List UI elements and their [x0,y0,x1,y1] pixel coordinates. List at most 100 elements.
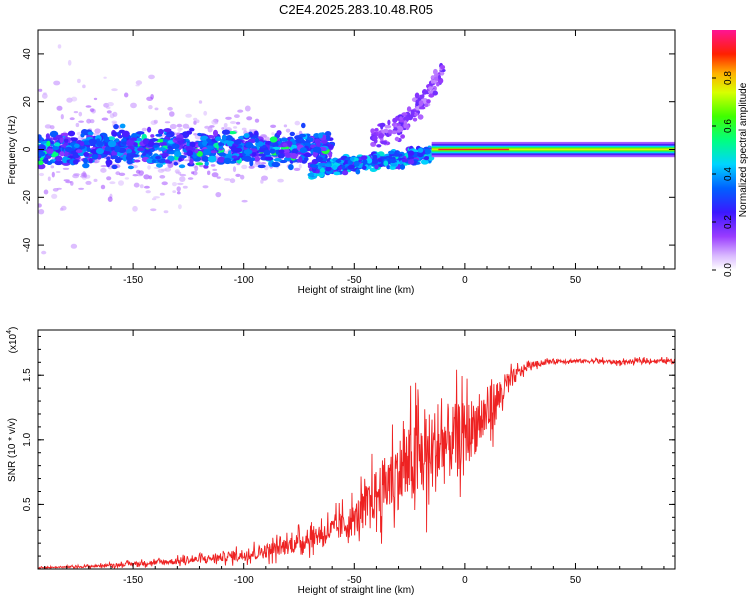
x-tick-label: 0 [462,575,468,586]
track-blob [83,152,90,157]
lower-track-blob [347,164,355,170]
snr-multiplier-exp: 4 [6,330,13,334]
track-blob [263,149,271,156]
noise-blob [212,168,218,171]
track-blob [217,156,226,163]
colorbar-tick-label: 0.2 [723,215,734,229]
track-blob [111,164,118,170]
track-blob [163,128,172,133]
track-blob [264,156,274,161]
branch-blob [394,136,400,142]
track-blob [174,137,183,141]
track-blob [225,135,233,141]
track-blob [55,134,63,139]
branch-blob [410,110,415,116]
track-blob [151,159,156,164]
track-blob [221,129,231,135]
track-blob [213,129,218,137]
track-blob [43,157,49,164]
noise-blob [57,44,62,49]
noise-blob [161,181,168,186]
noise-blob [176,123,183,128]
lower-track-blob [360,155,368,160]
track-blob [54,155,63,162]
track-blob [80,133,85,138]
branch-blob [380,140,388,145]
track-blob [104,146,113,152]
noise-blob [49,125,55,130]
track-blob [221,134,227,141]
track-blob [75,149,83,154]
spectrogram-xlabel: Height of straight line (km) [298,285,415,296]
track-blob [136,131,145,135]
track-blob [166,134,171,138]
noise-blob [185,113,192,118]
noise-blob [44,124,52,129]
track-blob [277,153,285,159]
lower-track-blob [407,150,415,156]
track-blob [102,150,111,155]
track-blob [233,139,242,145]
track-blob [243,133,250,139]
track-blob [96,148,104,155]
noise-blob [77,78,81,84]
track-blob [65,146,73,152]
track-blob [54,142,61,148]
noise-blob [179,176,186,183]
colorbar-tick-label: 0.4 [723,167,734,181]
track-blob [117,134,123,139]
track-blob [273,158,282,162]
y-tick-label: 20 [22,96,33,108]
track-blob [171,143,180,149]
noise-blob [179,173,187,177]
noise-blob [270,124,277,128]
branch-blob [380,123,384,130]
noise-blob [143,174,150,180]
colorbar-ticks: 0.0 0.2 0.4 0.6 0.8 [712,71,734,277]
noise-blob [85,105,92,108]
track-blob [63,138,69,143]
branch-blob [440,65,446,70]
branch-blob [403,122,407,129]
track-blob [312,146,322,153]
track-blob [197,132,202,136]
noise-blob [182,123,190,129]
lower-track-blob [387,158,396,163]
track-blob [230,145,237,153]
track-blob [206,138,211,143]
noise-blob [89,108,95,112]
track-blob [133,159,141,163]
branch-blob [427,90,434,94]
noise-blob [196,119,200,124]
snr-frame [37,329,676,570]
noise-blob [294,120,301,126]
noise-blob [147,165,151,170]
branch-blob [424,103,429,108]
track-blob [298,133,307,138]
colorbar-label: Normalized spectral amplitude [738,82,749,217]
noise-blob [150,94,154,100]
branch-blob [417,114,424,120]
noise-blob [93,178,98,182]
track-blob [114,157,122,164]
track-blob [46,148,54,155]
track-blob [73,143,80,148]
noise-blob [298,163,302,169]
noise-blob [89,119,95,124]
branch-blob [414,92,420,99]
track-blob [189,158,194,165]
branch-blob [387,129,393,134]
lower-track-blob [342,170,349,176]
noise-blob [167,162,174,169]
lower-track-blob [390,163,398,167]
track-blob [207,155,217,163]
noise-blob [191,171,195,175]
noise-blob [70,243,78,249]
track-blob [202,140,208,146]
track-blob [231,155,238,159]
noise-blob [211,119,218,125]
track-blob [87,131,94,136]
track-blob [288,164,294,171]
x-tick-label: 0 [462,275,468,286]
lower-track-blob [417,147,424,153]
